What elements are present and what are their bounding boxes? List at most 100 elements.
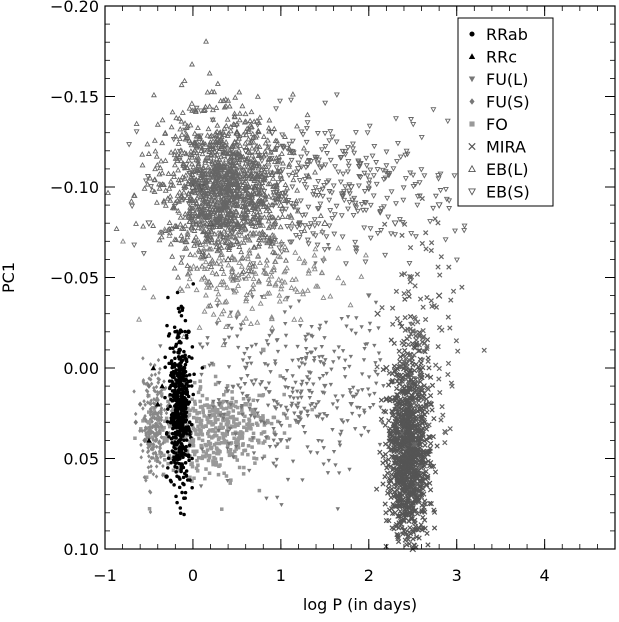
density-point bbox=[273, 416, 277, 420]
density-point bbox=[446, 361, 450, 365]
density-point bbox=[320, 345, 324, 349]
density-point bbox=[359, 325, 363, 329]
density-point bbox=[439, 418, 443, 422]
density-point bbox=[315, 451, 319, 455]
density-point bbox=[363, 189, 367, 193]
density-point bbox=[398, 359, 402, 363]
density-point bbox=[264, 497, 268, 501]
density-point bbox=[185, 334, 189, 338]
density-point bbox=[287, 142, 291, 146]
density-point bbox=[166, 407, 170, 411]
density-point bbox=[418, 297, 422, 301]
density-point bbox=[368, 227, 372, 231]
density-point bbox=[294, 234, 298, 238]
density-point bbox=[198, 428, 202, 432]
density-point bbox=[347, 164, 351, 168]
density-point bbox=[326, 243, 330, 247]
density-point bbox=[187, 380, 191, 384]
density-point bbox=[184, 173, 188, 177]
density-point bbox=[409, 118, 413, 122]
x-tick-label: 3 bbox=[452, 566, 462, 585]
y-tick-label: 0.05 bbox=[63, 450, 99, 469]
density-point bbox=[157, 358, 161, 362]
density-point bbox=[308, 450, 312, 454]
density-point bbox=[253, 413, 257, 417]
density-point bbox=[362, 347, 366, 351]
density-point bbox=[277, 246, 281, 250]
density-point bbox=[166, 462, 170, 466]
density-point bbox=[394, 117, 398, 121]
density-point bbox=[251, 276, 255, 280]
density-point bbox=[456, 349, 460, 353]
density-point bbox=[444, 187, 448, 191]
density-point bbox=[166, 296, 170, 300]
density-point bbox=[383, 423, 387, 427]
density-point bbox=[351, 213, 355, 217]
density-point bbox=[167, 362, 171, 366]
density-point bbox=[441, 413, 445, 417]
legend-label: EB(L) bbox=[486, 160, 528, 179]
density-point bbox=[266, 363, 270, 367]
x-tick-label: 2 bbox=[364, 566, 374, 585]
density-point bbox=[196, 469, 200, 473]
density-point bbox=[127, 143, 131, 147]
density-point bbox=[191, 465, 195, 469]
density-point bbox=[246, 274, 250, 278]
density-point bbox=[177, 307, 181, 311]
density-point bbox=[379, 417, 383, 421]
density-point bbox=[204, 39, 208, 43]
density-point bbox=[179, 260, 183, 264]
density-point bbox=[214, 457, 218, 461]
data-point-fu-l- bbox=[243, 366, 249, 371]
density-point bbox=[339, 180, 343, 184]
density-point bbox=[234, 316, 238, 320]
density-point bbox=[328, 294, 332, 298]
density-point bbox=[365, 174, 369, 178]
density-point bbox=[372, 344, 376, 348]
density-point bbox=[255, 422, 259, 426]
density-point bbox=[188, 433, 192, 437]
density-point bbox=[306, 238, 310, 242]
density-point bbox=[206, 448, 210, 452]
x-tick-label: 1 bbox=[276, 566, 286, 585]
density-point bbox=[323, 358, 327, 362]
density-point bbox=[397, 349, 401, 353]
density-point bbox=[182, 79, 186, 83]
density-point bbox=[173, 149, 177, 153]
density-point bbox=[141, 224, 145, 228]
density-point bbox=[362, 226, 366, 230]
density-point bbox=[245, 362, 249, 366]
density-point bbox=[285, 409, 289, 413]
density-point bbox=[379, 207, 383, 211]
data-point-eb-s- bbox=[296, 167, 302, 172]
density-point bbox=[383, 475, 387, 479]
density-point bbox=[396, 141, 400, 145]
density-point bbox=[384, 510, 388, 514]
density-point bbox=[179, 506, 183, 510]
density-point bbox=[360, 202, 364, 206]
density-point bbox=[199, 385, 203, 389]
density-point bbox=[320, 148, 324, 152]
density-point bbox=[242, 352, 246, 356]
density-point bbox=[178, 222, 182, 226]
density-point bbox=[295, 289, 299, 293]
density-point bbox=[290, 359, 294, 363]
density-point bbox=[239, 430, 243, 434]
density-point bbox=[290, 374, 294, 378]
density-point bbox=[352, 151, 356, 155]
density-point bbox=[383, 253, 387, 257]
data-point-fo bbox=[243, 402, 247, 406]
density-point bbox=[215, 123, 219, 127]
density-point bbox=[349, 355, 353, 359]
density-point bbox=[387, 371, 391, 375]
density-point bbox=[336, 170, 340, 174]
density-point bbox=[134, 412, 138, 416]
density-point bbox=[349, 328, 353, 332]
density-point bbox=[297, 365, 301, 369]
density-point bbox=[335, 399, 339, 403]
density-point bbox=[260, 159, 264, 163]
density-point bbox=[347, 468, 351, 472]
density-point bbox=[248, 419, 252, 423]
density-point bbox=[140, 163, 144, 167]
density-point bbox=[374, 382, 378, 386]
